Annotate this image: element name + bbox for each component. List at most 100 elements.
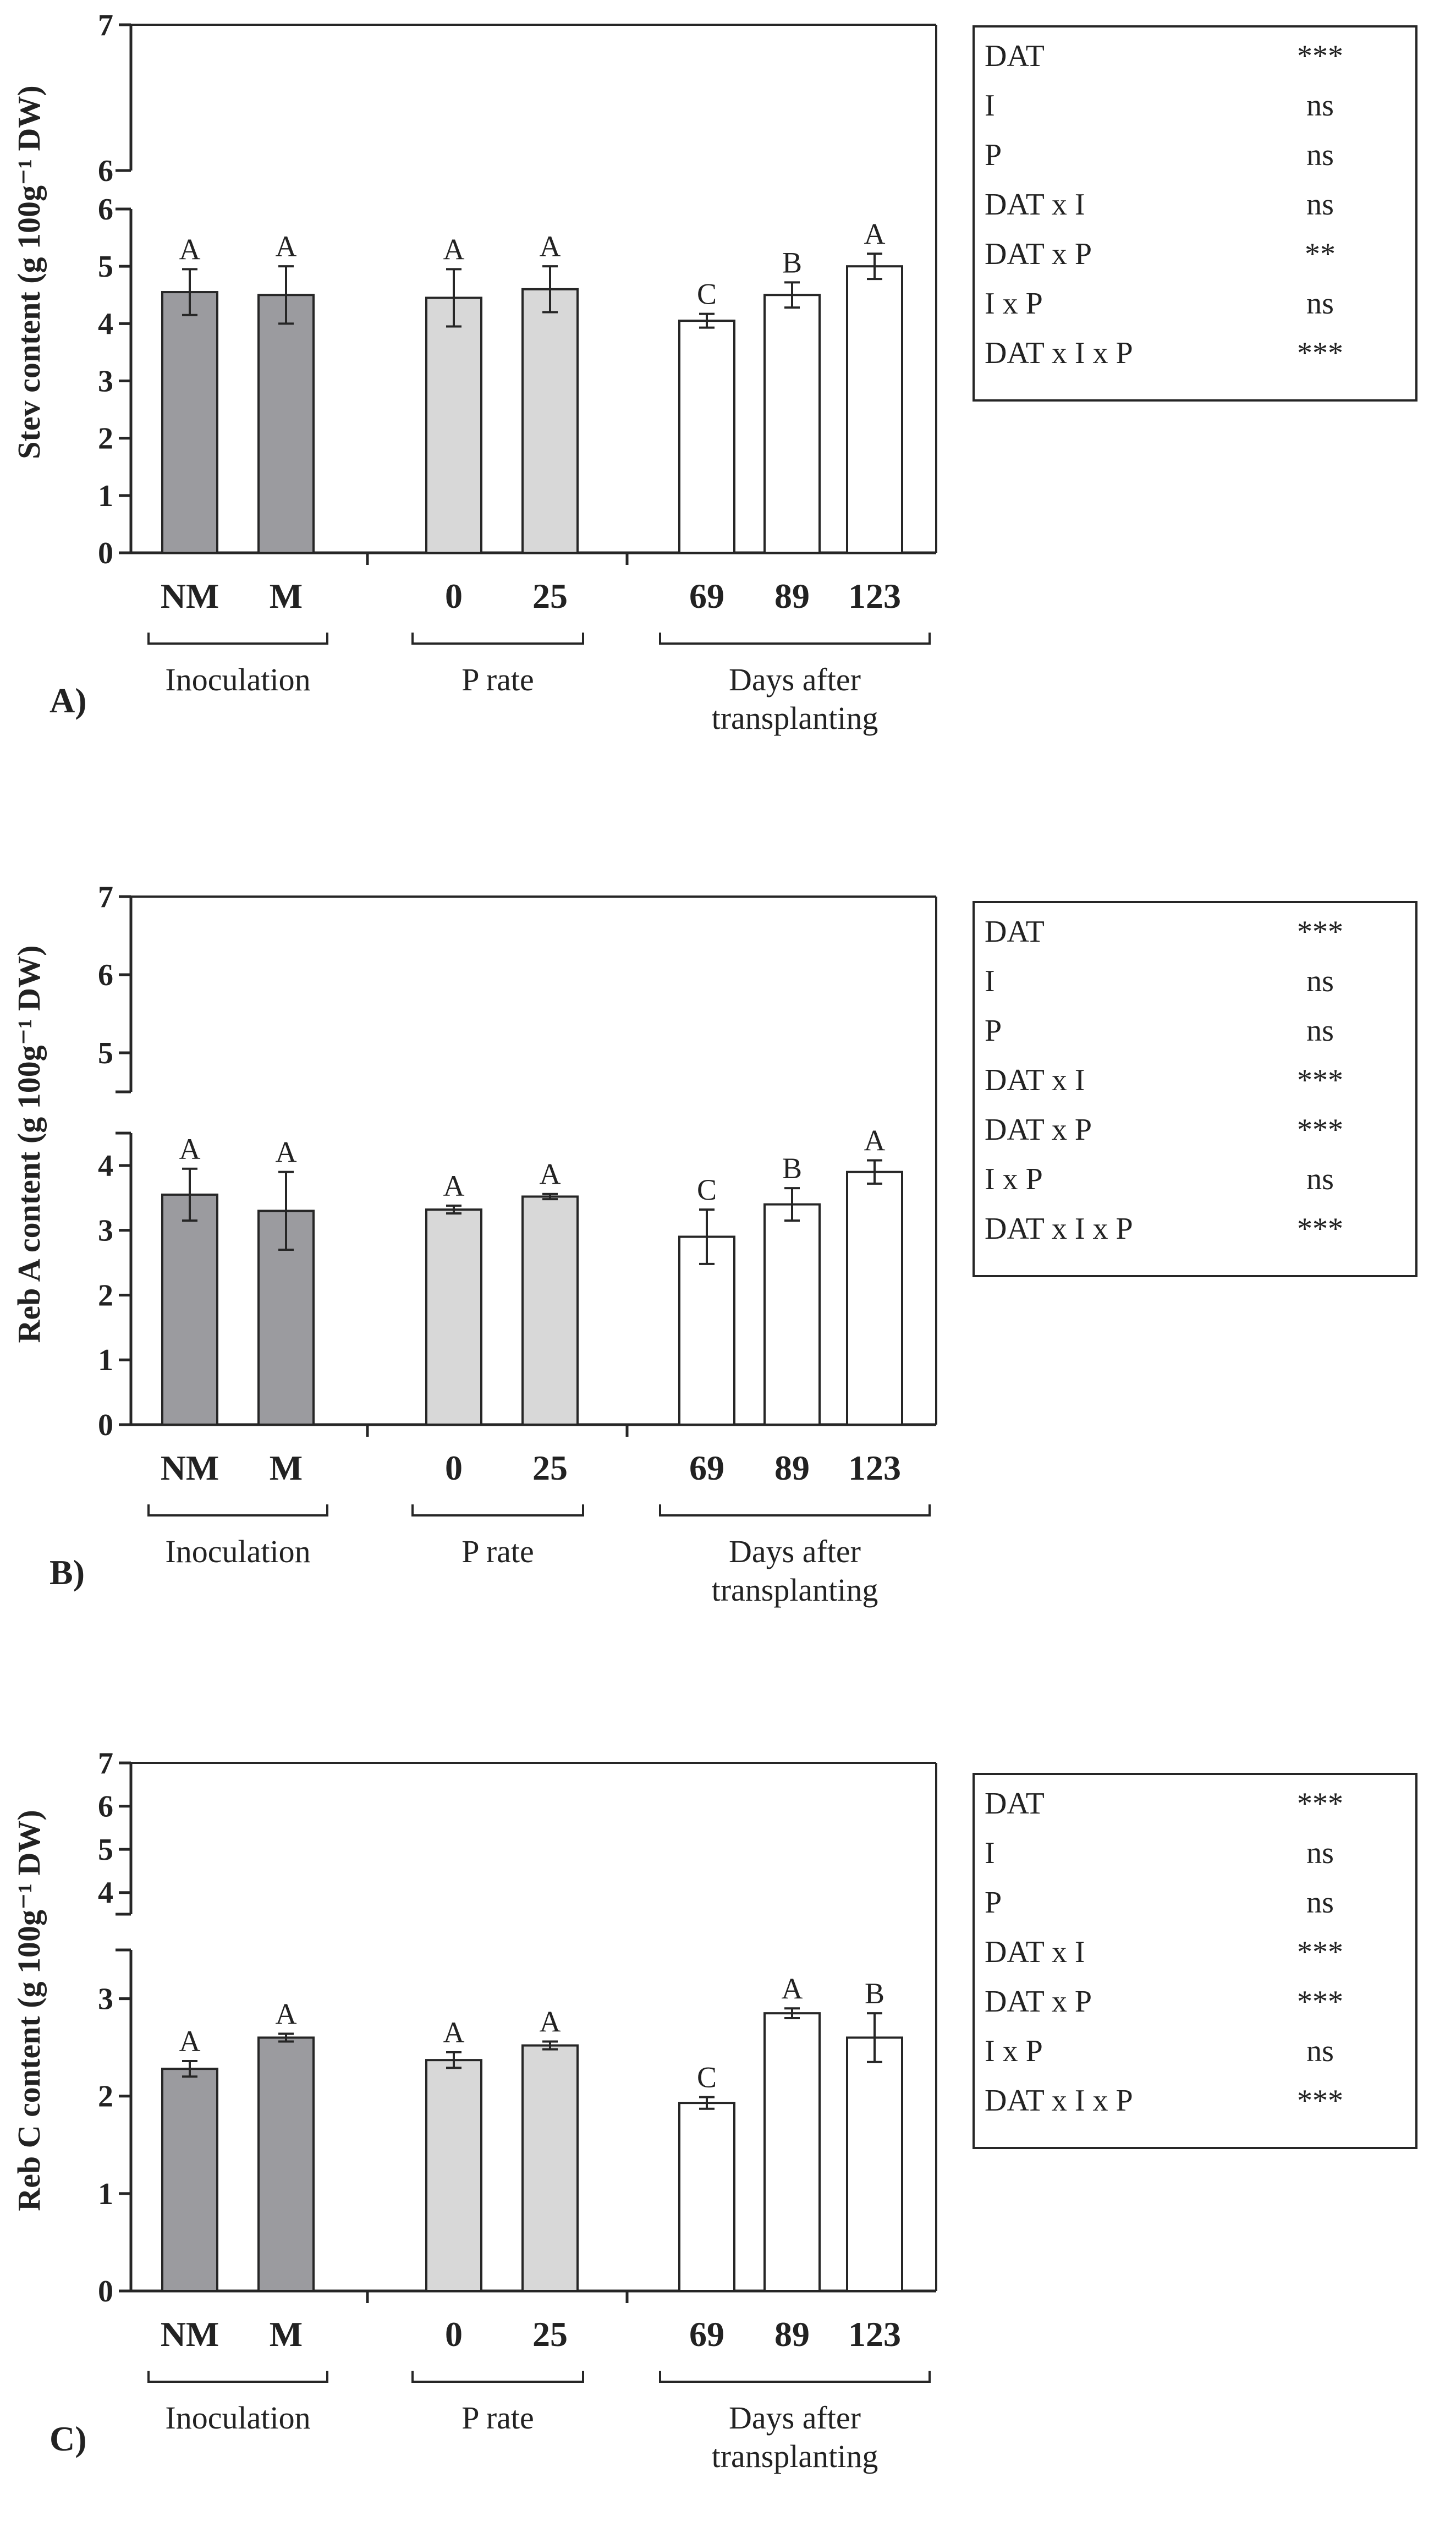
group-label: P rate <box>461 1534 534 1569</box>
x-tick-label: 123 <box>848 1448 901 1487</box>
bar <box>257 2036 315 2292</box>
x-tick-label: 25 <box>532 576 568 616</box>
significance-letter: A <box>782 1972 803 2005</box>
anova-term: I <box>985 964 995 998</box>
x-tick-label: 89 <box>774 576 810 616</box>
anova-significance: ns <box>1306 1836 1334 1870</box>
anova-table <box>973 901 1417 1277</box>
bar <box>678 2102 735 2292</box>
x-tick-label: 0 <box>445 1448 463 1487</box>
anova-term: P <box>985 1014 1002 1048</box>
x-tick-label: 89 <box>774 1448 810 1487</box>
x-tick-label: NM <box>161 1448 219 1487</box>
significance-letter: A <box>179 2025 201 2058</box>
x-tick-label: M <box>270 2315 303 2354</box>
significance-letter: A <box>179 233 201 266</box>
anova-significance: *** <box>1297 39 1343 73</box>
anova-term: I x P <box>985 2034 1043 2068</box>
anova-significance: *** <box>1297 915 1343 949</box>
significance-letter: A <box>540 2005 561 2039</box>
significance-letter: A <box>443 1169 465 1202</box>
group-bracket <box>411 1504 584 1516</box>
group-bracket <box>147 1504 328 1516</box>
significance-letter: B <box>782 1152 802 1185</box>
y-tick-label: 6 <box>98 958 113 992</box>
significance-letter: A <box>864 1124 886 1157</box>
group-label: P rate <box>461 2400 534 2436</box>
anova-term: P <box>985 1886 1002 1920</box>
x-tick-label: NM <box>161 2315 219 2354</box>
anova-term: DAT <box>985 39 1045 73</box>
group-label: Inoculation <box>165 2400 310 2436</box>
y-tick-label: 1 <box>98 479 113 513</box>
x-tick-label: M <box>270 576 303 616</box>
anova-significance: *** <box>1297 336 1343 370</box>
y-tick-label: 5 <box>98 1036 113 1070</box>
anova-term: DAT x P <box>985 1985 1092 2019</box>
anova-significance: ns <box>1306 1886 1334 1920</box>
significance-letter: A <box>540 230 561 263</box>
significance-letter: B <box>865 1977 884 2010</box>
panel-label: A) <box>50 681 87 720</box>
x-tick-label: 69 <box>689 1448 724 1487</box>
bar <box>257 294 315 554</box>
anova-table <box>973 25 1417 402</box>
x-tick-label: M <box>270 1448 303 1487</box>
anova-table <box>973 1773 1417 2149</box>
bar <box>846 1171 903 1426</box>
anova-significance: ns <box>1306 89 1334 123</box>
anova-significance: ns <box>1306 964 1334 998</box>
group-bracket <box>411 2371 584 2383</box>
anova-term: DAT x P <box>985 237 1092 271</box>
anova-term: DAT x I <box>985 1935 1085 1969</box>
x-tick-label: 25 <box>532 2315 568 2354</box>
group-bracket <box>659 633 931 645</box>
group-label: Days after transplanting <box>712 1534 878 1608</box>
bar <box>763 1203 821 1426</box>
anova-term: DAT x I x P <box>985 336 1133 370</box>
y-tick-label: 5 <box>98 1833 113 1867</box>
group-bracket <box>147 2371 328 2383</box>
bar <box>678 320 735 554</box>
anova-term: DAT x I <box>985 188 1085 222</box>
bar <box>425 296 482 554</box>
bar <box>161 1193 218 1426</box>
y-tick-label: 0 <box>98 1408 113 1442</box>
x-tick-label: NM <box>161 576 219 616</box>
y-tick-label: 2 <box>98 1278 113 1312</box>
group-label: P rate <box>461 662 534 697</box>
anova-significance: *** <box>1297 2084 1343 2118</box>
bar <box>425 2059 482 2292</box>
panel-label: C) <box>50 2419 87 2458</box>
group-bracket <box>411 633 584 645</box>
anova-significance: *** <box>1297 1787 1343 1821</box>
group-label: Inoculation <box>165 662 310 697</box>
y-tick-label: 5 <box>98 250 113 284</box>
x-tick-label: 69 <box>689 576 724 616</box>
anova-significance: *** <box>1297 1935 1343 1969</box>
group-bracket <box>147 633 328 645</box>
group-label: Days after transplanting <box>712 662 878 736</box>
bar <box>521 1195 579 1426</box>
bar <box>846 265 903 554</box>
y-tick-label: 7 <box>98 1746 113 1781</box>
x-tick-label: 25 <box>532 1448 568 1487</box>
anova-significance: ns <box>1306 287 1334 321</box>
significance-letter: A <box>179 1133 201 1166</box>
bar <box>161 2068 218 2292</box>
group-label: Inoculation <box>165 1534 310 1569</box>
significance-letter: A <box>443 2016 465 2049</box>
anova-significance: ns <box>1306 1162 1334 1196</box>
y-tick-label: 2 <box>98 422 113 456</box>
anova-term: DAT <box>985 1787 1045 1821</box>
y-tick-label: 1 <box>98 2177 113 2211</box>
x-tick-label: 69 <box>689 2315 724 2354</box>
group-label: Days after transplanting <box>712 2400 878 2474</box>
anova-term: I <box>985 1836 995 1870</box>
significance-letter: C <box>697 278 717 311</box>
bar <box>678 1235 735 1426</box>
anova-significance: *** <box>1297 1212 1343 1246</box>
anova-term: DAT x P <box>985 1113 1092 1147</box>
y-axis-label: Reb C content (g 100g⁻¹ DW) <box>11 1810 47 2211</box>
